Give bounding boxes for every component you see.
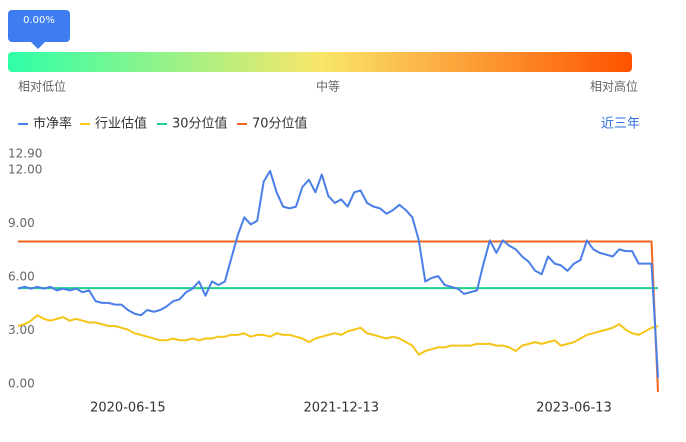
indicator-box bbox=[8, 10, 70, 42]
x-tick-label: 2021-12-13 bbox=[303, 401, 379, 416]
legend-label: 市净率 bbox=[33, 116, 72, 132]
indicator-label: 0.00% bbox=[23, 15, 55, 26]
y-tick-label: 9.00 bbox=[8, 216, 35, 230]
legend-label: 30分位值 bbox=[172, 116, 228, 132]
series-line bbox=[17, 314, 659, 356]
scale-mid: 中等 bbox=[316, 79, 340, 94]
percentile-bar bbox=[8, 52, 632, 72]
scale-low: 相对低位 bbox=[18, 79, 66, 94]
y-tick-label: 3.00 bbox=[8, 323, 35, 337]
scale-high: 相对高位 bbox=[590, 79, 638, 94]
legend-label: 行业估值 bbox=[95, 116, 147, 132]
series-line bbox=[18, 240, 659, 393]
legend-label: 70分位值 bbox=[252, 116, 308, 132]
x-tick-label: 2020-06-15 bbox=[90, 401, 166, 416]
x-tick-label: 2023-06-13 bbox=[536, 401, 612, 416]
series-line bbox=[17, 169, 659, 378]
range-selector[interactable]: 近三年 bbox=[601, 117, 640, 132]
y-tick-label: 0.00 bbox=[8, 377, 35, 391]
y-tick-label: 12.90 bbox=[8, 147, 42, 161]
indicator-pointer bbox=[30, 41, 46, 49]
y-tick-label: 6.00 bbox=[8, 270, 35, 284]
y-tick-label: 12.00 bbox=[8, 163, 42, 177]
